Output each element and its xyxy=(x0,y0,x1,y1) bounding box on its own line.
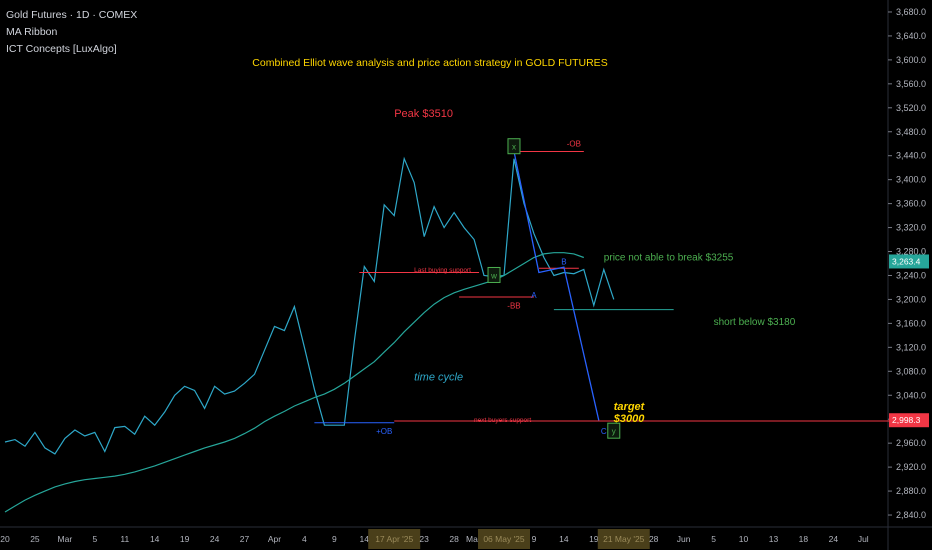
x-tick-label: 10 xyxy=(739,534,749,544)
indicator-ma-ribbon[interactable]: MA Ribbon xyxy=(6,26,58,38)
current-price-label: 3,263.4 xyxy=(892,256,921,266)
x-tick-label: Mar xyxy=(58,534,73,544)
x-tick-highlight xyxy=(478,529,530,549)
chart-annotation: w xyxy=(490,271,497,280)
x-tick-label: 17 Apr '25 xyxy=(375,534,413,544)
wave-label-box xyxy=(507,138,521,155)
chart-annotation: C xyxy=(601,427,607,436)
chart-annotation: -OB xyxy=(567,140,581,149)
y-tick-label: 3,640.0 xyxy=(896,31,926,41)
y-tick-label: 3,480.0 xyxy=(896,127,926,137)
x-tick-label: 14 xyxy=(559,534,569,544)
y-tick-label: 2,840.0 xyxy=(896,510,926,520)
x-tick-label: 20 xyxy=(0,534,10,544)
level-price-label: 2,998.3 xyxy=(892,415,921,425)
x-tick-label: Apr xyxy=(268,534,281,544)
chart-annotation: short below $3180 xyxy=(714,317,796,328)
y-tick-label: 3,240.0 xyxy=(896,270,926,280)
y-tick-label: 3,320.0 xyxy=(896,223,926,233)
chart-annotation: price not able to break $3255 xyxy=(604,253,734,264)
y-tick-label: 2,920.0 xyxy=(896,462,926,472)
y-tick-label: 2,880.0 xyxy=(896,486,926,496)
chart-annotation: y xyxy=(612,427,616,436)
y-tick-label: 3,280.0 xyxy=(896,247,926,257)
y-tick-label: 3,120.0 xyxy=(896,342,926,352)
y-tick-label: 2,960.0 xyxy=(896,438,926,448)
y-tick-label: 3,560.0 xyxy=(896,79,926,89)
x-tick-label: 28 xyxy=(649,534,659,544)
chart-annotation: $3000 xyxy=(613,413,645,425)
y-tick-label: 3,600.0 xyxy=(896,55,926,65)
x-tick-label: 24 xyxy=(829,534,839,544)
x-tick-label: 5 xyxy=(92,534,97,544)
x-tick-highlight xyxy=(597,529,650,549)
x-tick-label: 21 May '25 xyxy=(603,534,645,544)
chart-annotation: x xyxy=(512,143,516,152)
y-tick-label: 3,400.0 xyxy=(896,175,926,185)
indicator-ict-concepts[interactable]: ICT Concepts [LuxAlgo] xyxy=(6,43,117,55)
x-tick-label: 9 xyxy=(532,534,537,544)
x-tick-label: 19 xyxy=(180,534,190,544)
y-tick-label: 3,080.0 xyxy=(896,366,926,376)
wave-label-box xyxy=(607,422,621,439)
y-tick-label: 3,160.0 xyxy=(896,318,926,328)
x-tick-label: 06 May '25 xyxy=(483,534,525,544)
chart-legend: Gold Futures · 1D · COMEX MA Ribbon ICT … xyxy=(6,7,137,58)
x-tick-label: 19 xyxy=(589,534,599,544)
x-tick-label: 27 xyxy=(240,534,250,544)
chart-annotation: +OB xyxy=(376,427,392,436)
x-tick-label: 4 xyxy=(302,534,307,544)
y-tick-label: 3,520.0 xyxy=(896,103,926,113)
x-tick-label: 14 xyxy=(150,534,160,544)
price-line xyxy=(4,156,615,455)
chart-annotation: -BB xyxy=(507,301,520,310)
chart-annotation: time cycle xyxy=(414,371,463,383)
chart-title: Combined Elliot wave analysis and price … xyxy=(252,57,607,69)
chart-annotation: B xyxy=(561,258,566,267)
level-price-label-bg xyxy=(889,413,929,428)
wave-label-box xyxy=(487,266,501,283)
symbol-title[interactable]: Gold Futures · 1D · COMEX xyxy=(6,9,138,21)
x-tick-label: 11 xyxy=(120,534,129,544)
x-tick-label: 24 xyxy=(210,534,220,544)
x-tick-label: May xyxy=(466,534,483,544)
x-tick-label: 25 xyxy=(30,534,40,544)
chart-annotation: target xyxy=(614,401,646,413)
chart-annotation: Last buying support xyxy=(414,267,471,274)
elliott-wave-path xyxy=(513,151,600,421)
x-tick-highlight xyxy=(368,529,421,549)
x-tick-label: Jun xyxy=(677,534,691,544)
x-tick-label: 13 xyxy=(769,534,779,544)
y-tick-label: 3,440.0 xyxy=(896,151,926,161)
ma-ribbon-line xyxy=(4,252,585,513)
x-tick-label: 23 xyxy=(419,534,429,544)
y-tick-label: 3,200.0 xyxy=(896,294,926,304)
y-tick-label: 3,360.0 xyxy=(896,199,926,209)
x-tick-label: 14 xyxy=(360,534,370,544)
x-tick-label: 5 xyxy=(711,534,716,544)
current-price-label-bg xyxy=(889,254,929,269)
y-tick-label: 3,040.0 xyxy=(896,390,926,400)
x-tick-label: 18 xyxy=(799,534,809,544)
x-tick-label: Jul xyxy=(858,534,869,544)
y-tick-label: 3,680.0 xyxy=(896,7,926,17)
chart-annotation: next buyers support xyxy=(474,417,531,424)
x-tick-label: 9 xyxy=(332,534,337,544)
chart-annotation: A xyxy=(531,291,537,300)
x-tick-label: 28 xyxy=(449,534,459,544)
chart-annotation: Peak $3510 xyxy=(394,108,453,120)
